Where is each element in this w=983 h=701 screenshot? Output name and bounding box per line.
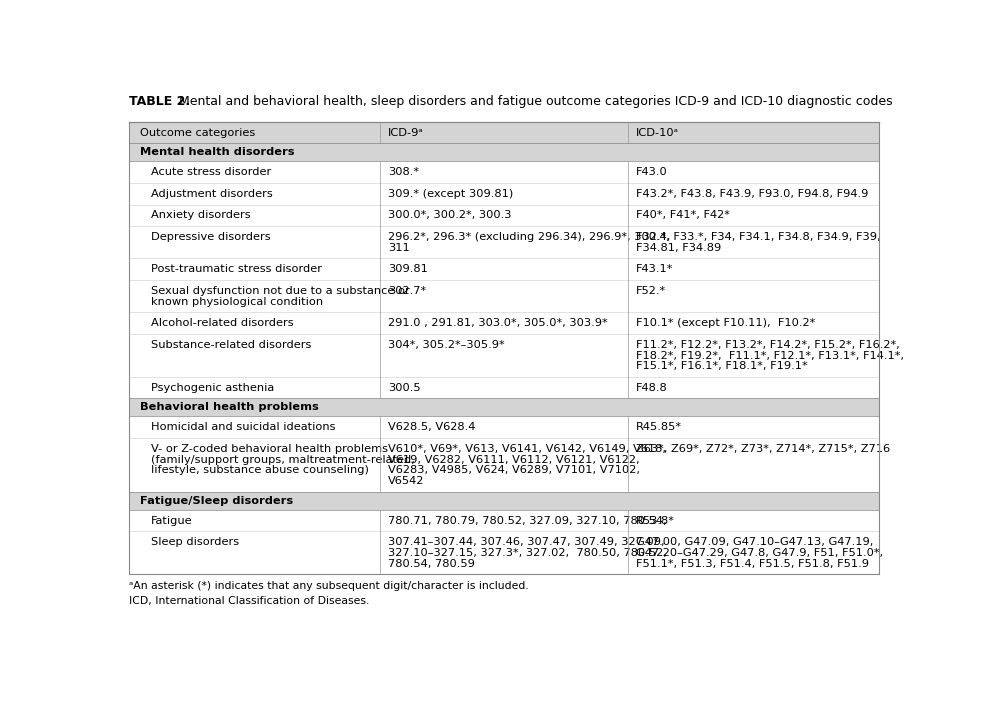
Text: F11.2*, F12.2*, F13.2*, F14.2*, F15.2*, F16.2*,: F11.2*, F12.2*, F13.2*, F14.2*, F15.2*, … xyxy=(636,340,899,350)
Text: V6283, V4985, V624, V6289, V7101, V7102,: V6283, V4985, V624, V6289, V7101, V7102, xyxy=(388,465,640,475)
Bar xyxy=(129,492,879,510)
Text: Psychogenic asthenia: Psychogenic asthenia xyxy=(151,383,274,393)
Bar xyxy=(129,312,879,334)
Text: Mental and behavioral health, sleep disorders and fatigue outcome categories ICD: Mental and behavioral health, sleep diso… xyxy=(176,95,894,108)
Text: V6542: V6542 xyxy=(388,476,425,486)
Text: F18.2*, F19.2*,  F11.1*, F12.1*, F13.1*, F14.1*,: F18.2*, F19.2*, F11.1*, F12.1*, F13.1*, … xyxy=(636,350,903,360)
Text: R53.8*: R53.8* xyxy=(636,516,674,526)
Text: 308.*: 308.* xyxy=(388,168,419,177)
Text: 309.81: 309.81 xyxy=(388,264,428,274)
Text: Alcohol-related disorders: Alcohol-related disorders xyxy=(151,318,294,328)
Text: 780.54, 780.59: 780.54, 780.59 xyxy=(388,559,475,569)
Text: F15.1*, F16.1*, F18.1*, F19.1*: F15.1*, F16.1*, F18.1*, F19.1* xyxy=(636,361,807,372)
Text: ICD-10ᵃ: ICD-10ᵃ xyxy=(636,128,678,137)
Text: F52.*: F52.* xyxy=(636,286,665,296)
Bar xyxy=(129,259,879,280)
Text: F51.1*, F51.3, F51.4, F51.5, F51.8, F51.9: F51.1*, F51.3, F51.4, F51.5, F51.8, F51.… xyxy=(636,559,869,569)
Text: 296.2*, 296.3* (excluding 296.34), 296.9*, 300.4,: 296.2*, 296.3* (excluding 296.34), 296.9… xyxy=(388,232,670,242)
Text: F43.1*: F43.1* xyxy=(636,264,673,274)
Text: Fatigue: Fatigue xyxy=(151,516,193,526)
Bar xyxy=(129,438,879,492)
Text: 780.71, 780.79, 780.52, 327.09, 327.10, 780.54,: 780.71, 780.79, 780.52, 327.09, 327.10, … xyxy=(388,516,666,526)
Text: Acute stress disorder: Acute stress disorder xyxy=(151,168,271,177)
Text: Sleep disorders: Sleep disorders xyxy=(151,537,239,547)
Text: F43.2*, F43.8, F43.9, F93.0, F94.8, F94.9: F43.2*, F43.8, F43.9, F93.0, F94.8, F94.… xyxy=(636,189,868,199)
Text: 300.0*, 300.2*, 300.3: 300.0*, 300.2*, 300.3 xyxy=(388,210,511,220)
Text: 307.41–307.44, 307.46, 307.47, 307.49, 327.09,: 307.41–307.44, 307.46, 307.47, 307.49, 3… xyxy=(388,537,665,547)
Text: 291.0 , 291.81, 303.0*, 305.0*, 303.9*: 291.0 , 291.81, 303.0*, 305.0*, 303.9* xyxy=(388,318,607,328)
Text: TABLE 2.: TABLE 2. xyxy=(129,95,190,108)
Bar xyxy=(129,377,879,398)
Text: 311: 311 xyxy=(388,243,410,253)
Bar xyxy=(129,205,879,226)
Text: ICD-9ᵃ: ICD-9ᵃ xyxy=(388,128,424,137)
Text: Homicidal and suicidal ideations: Homicidal and suicidal ideations xyxy=(151,422,335,433)
Bar xyxy=(129,334,879,377)
Text: V619, V6282, V6111, V6112, V6121, V6122,: V619, V6282, V6111, V6112, V6121, V6122, xyxy=(388,455,640,465)
Text: Z63*, Z69*, Z72*, Z73*, Z714*, Z715*, Z716: Z63*, Z69*, Z72*, Z73*, Z714*, Z715*, Z7… xyxy=(636,444,890,454)
Text: Post-traumatic stress disorder: Post-traumatic stress disorder xyxy=(151,264,322,274)
Text: Adjustment disorders: Adjustment disorders xyxy=(151,189,273,199)
Bar xyxy=(129,226,879,259)
Text: (family/support groups, maltreatment-related,: (family/support groups, maltreatment-rel… xyxy=(151,455,415,465)
Text: 327.10–327.15, 327.3*, 327.02,  780.50, 780.52,: 327.10–327.15, 327.3*, 327.02, 780.50, 7… xyxy=(388,548,666,558)
Text: F48.8: F48.8 xyxy=(636,383,667,393)
Text: Outcome categories: Outcome categories xyxy=(140,128,255,137)
Text: F32.*, F33.*, F34, F34.1, F34.8, F34.9, F39,: F32.*, F33.*, F34, F34.1, F34.8, F34.9, … xyxy=(636,232,880,242)
Text: V610*, V69*, V613, V6141, V6142, V6149, V618,: V610*, V69*, V613, V6141, V6142, V6149, … xyxy=(388,444,666,454)
Text: 304*, 305.2*–305.9*: 304*, 305.2*–305.9* xyxy=(388,340,504,350)
Text: Anxiety disorders: Anxiety disorders xyxy=(151,210,251,220)
Text: V- or Z-coded behavioral health problems: V- or Z-coded behavioral health problems xyxy=(151,444,388,454)
Text: R45.85*: R45.85* xyxy=(636,422,681,433)
Bar xyxy=(129,416,879,438)
Bar xyxy=(129,531,879,574)
Text: lifestyle, substance abuse counseling): lifestyle, substance abuse counseling) xyxy=(151,465,369,475)
Text: 300.5: 300.5 xyxy=(388,383,421,393)
Text: V628.5, V628.4: V628.5, V628.4 xyxy=(388,422,476,433)
Text: known physiological condition: known physiological condition xyxy=(151,297,323,306)
Text: G47.20–G47.29, G47.8, G47.9, F51, F51.0*,: G47.20–G47.29, G47.8, G47.9, F51, F51.0*… xyxy=(636,548,883,558)
Text: ᵃAn asterisk (*) indicates that any subsequent digit/character is included.: ᵃAn asterisk (*) indicates that any subs… xyxy=(129,581,529,591)
Bar xyxy=(129,183,879,205)
Bar xyxy=(129,280,879,312)
Text: Sexual dysfunction not due to a substance or: Sexual dysfunction not due to a substanc… xyxy=(151,286,410,296)
Bar xyxy=(129,510,879,531)
Bar xyxy=(129,398,879,416)
Text: F10.1* (except F10.11),  F10.2*: F10.1* (except F10.11), F10.2* xyxy=(636,318,815,328)
Text: F34.81, F34.89: F34.81, F34.89 xyxy=(636,243,721,253)
Text: Depressive disorders: Depressive disorders xyxy=(151,232,270,242)
Bar xyxy=(129,144,879,161)
Text: Mental health disorders: Mental health disorders xyxy=(140,147,294,158)
Text: G47.00, G47.09, G47.10–G47.13, G47.19,: G47.00, G47.09, G47.10–G47.13, G47.19, xyxy=(636,537,873,547)
Bar xyxy=(129,122,879,144)
Text: F40*, F41*, F42*: F40*, F41*, F42* xyxy=(636,210,729,220)
Text: Substance-related disorders: Substance-related disorders xyxy=(151,340,312,350)
Text: Fatigue/Sleep disorders: Fatigue/Sleep disorders xyxy=(140,496,293,506)
Bar xyxy=(129,161,879,183)
Text: 302.7*: 302.7* xyxy=(388,286,426,296)
Text: F43.0: F43.0 xyxy=(636,168,667,177)
Text: 309.* (except 309.81): 309.* (except 309.81) xyxy=(388,189,513,199)
Text: Behavioral health problems: Behavioral health problems xyxy=(140,402,318,412)
Text: ICD, International Classification of Diseases.: ICD, International Classification of Dis… xyxy=(129,596,370,606)
